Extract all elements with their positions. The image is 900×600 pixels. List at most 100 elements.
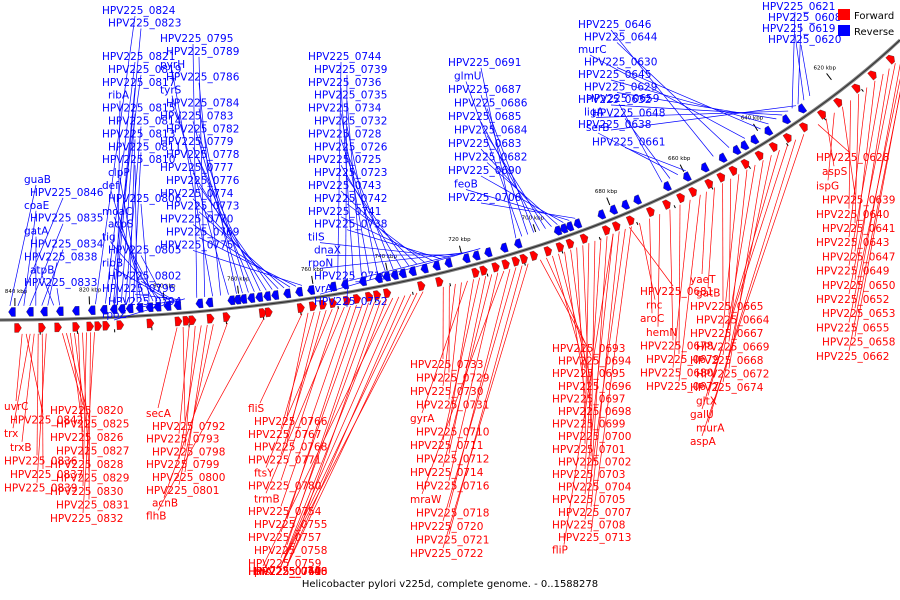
reverse-leader-line [337, 61, 342, 280]
reverse-leader-line [616, 92, 777, 120]
gene-label: HPV225_0801 [146, 485, 219, 497]
gene-label: HPV225_0794 [108, 296, 182, 308]
gene-label: HPV225_0723 [314, 167, 387, 179]
forward-leader-line [21, 333, 35, 442]
gene-label: HPV225_0823 [108, 18, 181, 30]
gene-label: tilS [308, 232, 325, 244]
gene-label: HPV225_0678 [640, 340, 713, 352]
gene-label: gatA [24, 226, 49, 238]
gene-label: atpB [30, 264, 54, 276]
reverse-leader-line [105, 61, 136, 304]
forward-gene [754, 150, 764, 161]
forward-gene [417, 281, 426, 292]
reverse-leader-line [113, 298, 185, 321]
kbp-label: 660 kbp [668, 156, 691, 162]
reverse-gene [247, 293, 256, 303]
reverse-gene [227, 295, 236, 306]
forward-leader-line [707, 187, 715, 288]
forward-gene [14, 323, 22, 333]
gene-label: HPV225_0802 [108, 270, 181, 282]
reverse-leader-line [132, 152, 142, 303]
gene-label: HPV225_0777 [160, 162, 233, 174]
forward-leader-line [448, 272, 499, 481]
gene-label: trx [4, 428, 18, 440]
reverse-leader-line [134, 165, 138, 303]
reverse-gene [597, 209, 607, 220]
reverse-gene [420, 263, 429, 274]
reverse-gene [263, 291, 272, 301]
forward-leader-line [280, 294, 412, 567]
forward-gene [501, 259, 510, 270]
gene-label: HPV225_0621 [762, 1, 835, 13]
reverse-leader-line [140, 280, 174, 300]
kbp-label: 640 kbp [741, 116, 764, 122]
reverse-gene [764, 125, 774, 136]
forward-leader-line [12, 333, 31, 429]
reverse-leader-line [17, 197, 64, 307]
forward-leader-line [590, 231, 620, 507]
gene-label: fliP [552, 545, 568, 557]
kbp-tick [753, 123, 759, 132]
gene-label: HPV225_0694 [558, 356, 632, 368]
forward-gene [86, 321, 94, 332]
forward-leader-line [442, 267, 517, 522]
gene-label: mraW [410, 494, 442, 506]
gene-label: HPV225_0741 [308, 206, 381, 218]
reverse-gene [295, 286, 304, 297]
legend-forward-label: Forward [854, 11, 894, 22]
reverse-leader-line [346, 250, 473, 282]
reverse-gene [444, 257, 453, 268]
gene-label: coaE [24, 200, 49, 212]
gene-label: HPV225_0770 [160, 214, 233, 226]
legend-forward-swatch [838, 9, 850, 20]
forward-leader-line [854, 94, 860, 224]
reverse-leader-line [486, 108, 535, 233]
gene-label: HPV225_0767 [248, 429, 321, 441]
reverse-gene [135, 303, 144, 313]
reverse-gene [573, 218, 583, 229]
forward-gene [94, 321, 103, 331]
reverse-leader-line [618, 103, 663, 183]
reverse-leader-line [119, 178, 142, 302]
reverse-gene [500, 242, 509, 253]
gene-label: HPV225_0677 [646, 381, 719, 393]
gene-label: HPV225_0725 [308, 154, 381, 166]
gene-label: HPV225_0743 [308, 180, 381, 192]
forward-leader-line [639, 222, 656, 300]
reverse-gene [195, 298, 204, 309]
gene-label: ligA [584, 107, 604, 119]
forward-leader-line [722, 164, 756, 356]
reverse-leader-line [589, 54, 746, 139]
reverse-leader-line [340, 87, 354, 278]
forward-leader-line [558, 253, 592, 381]
gene-label: HPV225_0711 [410, 440, 483, 452]
forward-leader-line [280, 296, 400, 567]
gene-label: HPV225_0698 [558, 406, 631, 418]
gene-label: HPV225_0826 [50, 432, 124, 444]
gene-label: HPV225_0827 [56, 446, 129, 458]
gene-label: HPV225_0700 [558, 431, 631, 443]
forward-leader-line [584, 238, 602, 470]
gene-label: HPV225_0690 [448, 165, 521, 177]
forward-gene [601, 225, 611, 236]
forward-gene [833, 97, 843, 108]
kbp-label: 820 kbp [79, 287, 102, 293]
forward-gene [555, 242, 565, 253]
reverse-leader-line [192, 198, 279, 290]
reverse-leader-line [192, 43, 198, 298]
reverse-gene [559, 223, 569, 234]
gene-label: HPV225_0735 [314, 90, 387, 102]
gene-label: HPV225_0842 [10, 415, 83, 427]
gene-label: yaeT [690, 274, 716, 286]
reverse-gene [609, 204, 619, 215]
forward-leader-line [848, 78, 900, 323]
forward-leader-line [421, 280, 468, 414]
gene-label: HPV225_0732 [314, 116, 387, 128]
minor-tick [412, 291, 414, 295]
forward-gene [851, 83, 861, 94]
kbp-tick [311, 275, 314, 284]
gene-label: HPV225_0648 [592, 108, 665, 120]
gene-label: tig [102, 232, 116, 244]
reverse-leader-line [116, 100, 121, 304]
